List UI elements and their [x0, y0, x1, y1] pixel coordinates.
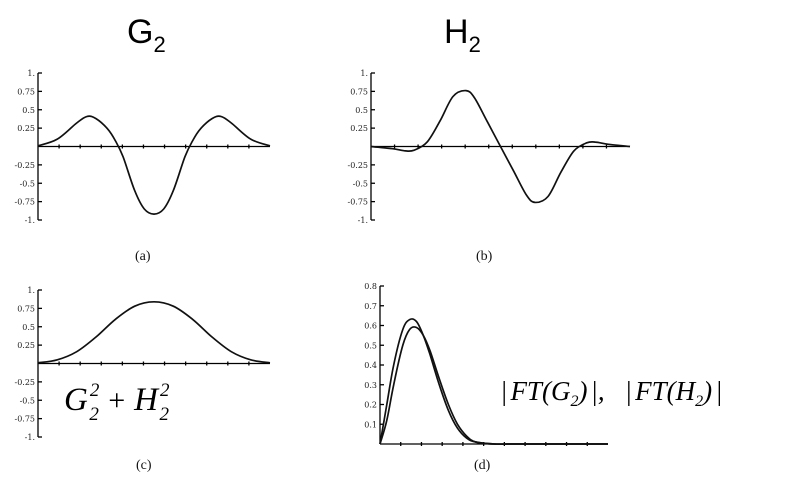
y-tick-label: 0.7 — [364, 302, 377, 311]
y-tick-label: 0.6 — [364, 322, 377, 331]
series-line-a-1 — [37, 115, 271, 215]
y-tick-label: 0.5 — [22, 323, 35, 332]
y-tick-label: 1. — [27, 286, 35, 295]
caption-c: (c) — [136, 458, 152, 473]
caption-b: (b) — [476, 249, 493, 264]
y-tick-label: -1. — [25, 216, 35, 225]
y-tick-label: -0.5 — [20, 396, 35, 405]
y-tick-label: 0.2 — [364, 401, 377, 410]
y-tick-label: 0.25 — [17, 341, 35, 350]
y-tick-label: 0.5 — [355, 106, 368, 115]
y-tick-label: 0.3 — [364, 381, 377, 390]
y-tick-label: 1. — [360, 69, 368, 78]
formula-d: | FT(G2) |, | FT(H2) | — [500, 376, 723, 410]
y-tick-label: -0.25 — [347, 161, 368, 170]
caption-a: (a) — [135, 249, 151, 264]
panel-c: 1. 0.75 0.5 0.25 -0.25 -0.5 -0.75 -1. — [14, 286, 271, 442]
series-line-d-2 — [379, 326, 608, 445]
y-tick-label: 0.75 — [17, 304, 35, 313]
panel-a: 1. 0.75 0.5 0.25 -0.25 -0.5 -0.75 -1. — [14, 69, 271, 225]
panel-b: 1. 0.75 0.5 0.25 -0.25 -0.5 -0.75 -1. — [347, 69, 631, 225]
y-tick-label: 0.4 — [364, 361, 377, 370]
y-tick-label: 0.25 — [350, 124, 368, 133]
y-tick-label: 0.25 — [17, 124, 35, 133]
y-tick-label: -0.75 — [14, 198, 35, 207]
y-tick-label: -0.75 — [14, 415, 35, 424]
caption-d: (d) — [474, 458, 491, 473]
y-tick-label: -0.5 — [353, 179, 368, 188]
y-tick-label: -0.5 — [20, 179, 35, 188]
y-tick-label: 0.75 — [350, 87, 368, 96]
series-line-b-1 — [370, 89, 631, 204]
title-g2: G2 — [127, 13, 166, 57]
y-tick-label: 1. — [27, 69, 35, 78]
y-tick-label: 0.5 — [22, 106, 35, 115]
panel-d: 0.8 0.7 0.6 0.5 0.4 0.3 0.2 0.1 — [364, 282, 608, 446]
y-tick-label: -0.25 — [14, 161, 35, 170]
y-tick-label: 0.8 — [364, 282, 377, 291]
y-tick-label: 0.5 — [364, 341, 377, 350]
y-tick-label: 0.1 — [364, 420, 377, 429]
y-tick-label: -0.25 — [14, 378, 35, 387]
series-line-c-1 — [37, 300, 271, 364]
y-tick-label: 0.75 — [17, 87, 35, 96]
series-line-d-1 — [379, 318, 608, 445]
y-tick-label: -1. — [358, 216, 368, 225]
title-h2: H2 — [444, 13, 481, 57]
y-tick-label: -1. — [25, 433, 35, 442]
y-tick-label: -0.75 — [347, 198, 368, 207]
